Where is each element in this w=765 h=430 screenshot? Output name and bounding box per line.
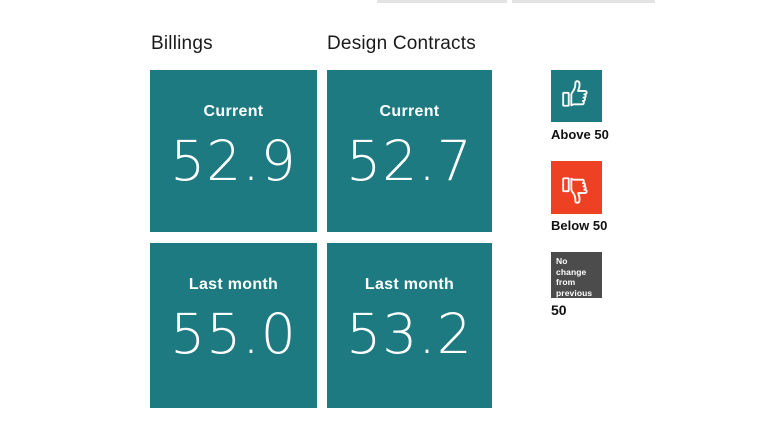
legend-below-50-box <box>551 161 602 214</box>
card-design-contracts-last-month: Last month 53.2 <box>327 243 492 408</box>
legend-above-50-box <box>551 70 602 122</box>
screenshot-artifact-line <box>377 0 507 3</box>
card-value: 52.9 <box>170 129 297 193</box>
card-design-contracts-current: Current 52.7 <box>327 70 492 232</box>
no-change-text: No change from previous period <box>556 256 593 308</box>
legend-label-above-50: Above 50 <box>551 127 609 142</box>
legend-label-below-50: Below 50 <box>551 218 608 233</box>
card-label: Last month <box>188 276 279 293</box>
card-billings-last-month: Last month 55.0 <box>150 243 317 408</box>
card-label: Current <box>379 103 440 120</box>
thumbs-up-icon <box>562 79 588 107</box>
column-title-billings: Billings <box>151 33 213 54</box>
column-title-design-contracts: Design Contracts <box>327 33 476 54</box>
card-label: Last month <box>364 276 455 293</box>
card-label: Current <box>203 103 264 120</box>
legend-no-change-box: No change from previous period <box>551 252 602 308</box>
card-billings-current: Current 52.9 <box>150 70 317 232</box>
card-value: 53.2 <box>346 302 473 366</box>
screenshot-artifact-line <box>512 0 655 3</box>
card-value: 52.7 <box>346 129 473 193</box>
legend-label-50: 50 <box>551 302 567 318</box>
card-value: 55.0 <box>170 302 297 366</box>
thumbs-down-icon <box>562 177 588 204</box>
